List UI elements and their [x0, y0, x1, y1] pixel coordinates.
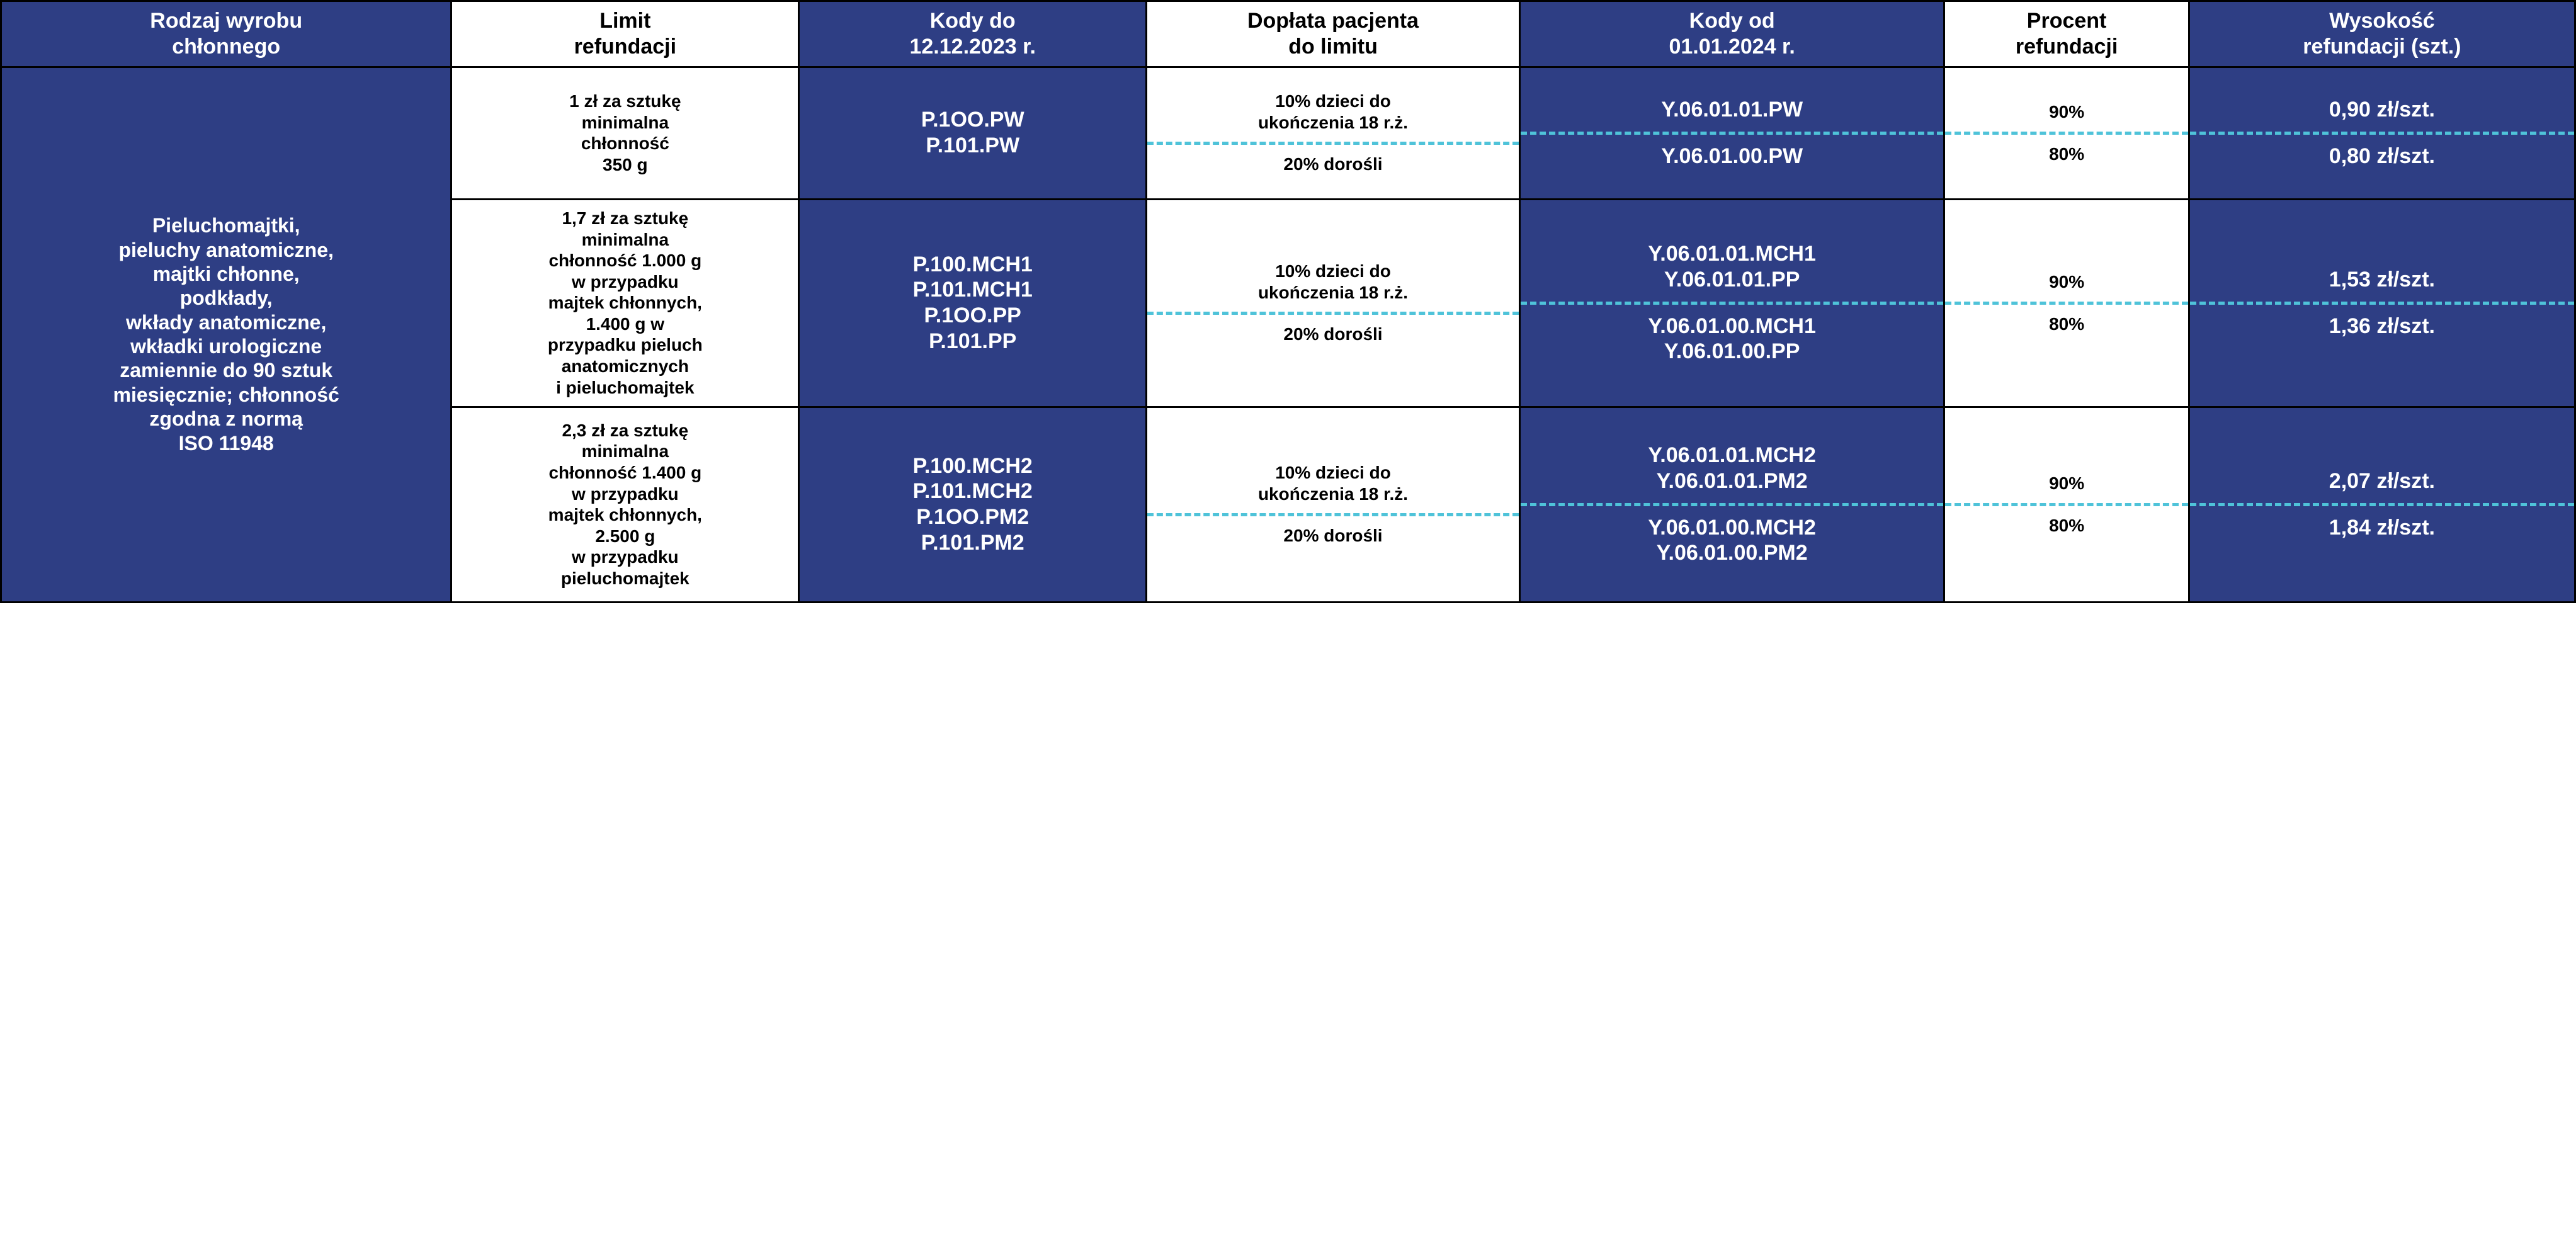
row-label-product-type: Pieluchomajtki, pieluchy anatomiczne, ma…	[1, 67, 451, 602]
codes-new-adults: Y.06.01.00.MCH1 Y.06.01.00.PP	[1521, 305, 1944, 374]
codes-new-children: Y.06.01.01.MCH1 Y.06.01.01.PP	[1521, 232, 1944, 305]
doplata-children: 10% dzieci do ukończenia 18 r.ż.	[1147, 453, 1519, 516]
wysokosc-children: 0,90 zł/szt.	[2190, 88, 2574, 135]
cell-procent: 90% 80%	[1944, 67, 2189, 199]
doplata-adults: 20% dorośli	[1147, 516, 1519, 555]
cell-codes-new: Y.06.01.01.MCH2 Y.06.01.01.PM2 Y.06.01.0…	[1519, 407, 1944, 602]
cell-procent: 90% 80%	[1944, 199, 2189, 407]
cell-doplata: 10% dzieci do ukończenia 18 r.ż. 20% dor…	[1147, 199, 1520, 407]
procent-children: 90%	[1945, 263, 2187, 305]
col-header-kody-do: Kody do 12.12.2023 r.	[799, 1, 1147, 67]
cell-codes-new: Y.06.01.01.PW Y.06.01.00.PW	[1519, 67, 1944, 199]
cell-doplata: 10% dzieci do ukończenia 18 r.ż. 20% dor…	[1147, 407, 1520, 602]
col-header-rodzaj: Rodzaj wyrobu chłonnego	[1, 1, 451, 67]
cell-limit: 1,7 zł za sztukę minimalna chłonność 1.0…	[451, 199, 799, 407]
cell-wysokosc: 1,53 zł/szt. 1,36 zł/szt.	[2189, 199, 2575, 407]
procent-children: 90%	[1945, 464, 2187, 506]
cell-codes-new: Y.06.01.01.MCH1 Y.06.01.01.PP Y.06.01.00…	[1519, 199, 1944, 407]
doplata-children: 10% dzieci do ukończenia 18 r.ż.	[1147, 82, 1519, 145]
col-header-procent: Procent refundacji	[1944, 1, 2189, 67]
codes-new-adults: Y.06.01.00.MCH2 Y.06.01.00.PM2	[1521, 506, 1944, 575]
wysokosc-children: 1,53 zł/szt.	[2190, 258, 2574, 305]
cell-limit: 1 zł za sztukę minimalna chłonność 350 g	[451, 67, 799, 199]
wysokosc-children: 2,07 zł/szt.	[2190, 460, 2574, 506]
cell-wysokosc: 0,90 zł/szt. 0,80 zł/szt.	[2189, 67, 2575, 199]
col-header-wysokosc: Wysokość refundacji (szt.)	[2189, 1, 2575, 67]
doplata-adults: 20% dorośli	[1147, 145, 1519, 184]
procent-children: 90%	[1945, 93, 2187, 135]
wysokosc-adults: 1,84 zł/szt.	[2190, 506, 2574, 550]
cell-procent: 90% 80%	[1944, 407, 2189, 602]
cell-codes-old: P.1OO.PW P.101.PW	[799, 67, 1147, 199]
refund-table: Rodzaj wyrobu chłonnego Limit refundacji…	[0, 0, 2576, 603]
col-header-doplata: Dopłata pacjenta do limitu	[1147, 1, 1520, 67]
codes-new-adults: Y.06.01.00.PW	[1521, 135, 1944, 178]
doplata-adults: 20% dorośli	[1147, 315, 1519, 354]
cell-limit: 2,3 zł za sztukę minimalna chłonność 1.4…	[451, 407, 799, 602]
cell-wysokosc: 2,07 zł/szt. 1,84 zł/szt.	[2189, 407, 2575, 602]
procent-adults: 80%	[1945, 506, 2187, 545]
codes-new-children: Y.06.01.01.PW	[1521, 88, 1944, 135]
col-header-kody-od: Kody od 01.01.2024 r.	[1519, 1, 1944, 67]
cell-codes-old: P.100.MCH2 P.101.MCH2 P.1OO.PM2 P.101.PM…	[799, 407, 1147, 602]
wysokosc-adults: 0,80 zł/szt.	[2190, 135, 2574, 178]
table-row: Pieluchomajtki, pieluchy anatomiczne, ma…	[1, 67, 2575, 199]
doplata-children: 10% dzieci do ukończenia 18 r.ż.	[1147, 252, 1519, 315]
procent-adults: 80%	[1945, 305, 2187, 344]
procent-adults: 80%	[1945, 135, 2187, 174]
cell-doplata: 10% dzieci do ukończenia 18 r.ż. 20% dor…	[1147, 67, 1520, 199]
cell-codes-old: P.100.MCH1 P.101.MCH1 P.1OO.PP P.101.PP	[799, 199, 1147, 407]
col-header-limit: Limit refundacji	[451, 1, 799, 67]
header-row: Rodzaj wyrobu chłonnego Limit refundacji…	[1, 1, 2575, 67]
codes-new-children: Y.06.01.01.MCH2 Y.06.01.01.PM2	[1521, 434, 1944, 506]
wysokosc-adults: 1,36 zł/szt.	[2190, 305, 2574, 348]
